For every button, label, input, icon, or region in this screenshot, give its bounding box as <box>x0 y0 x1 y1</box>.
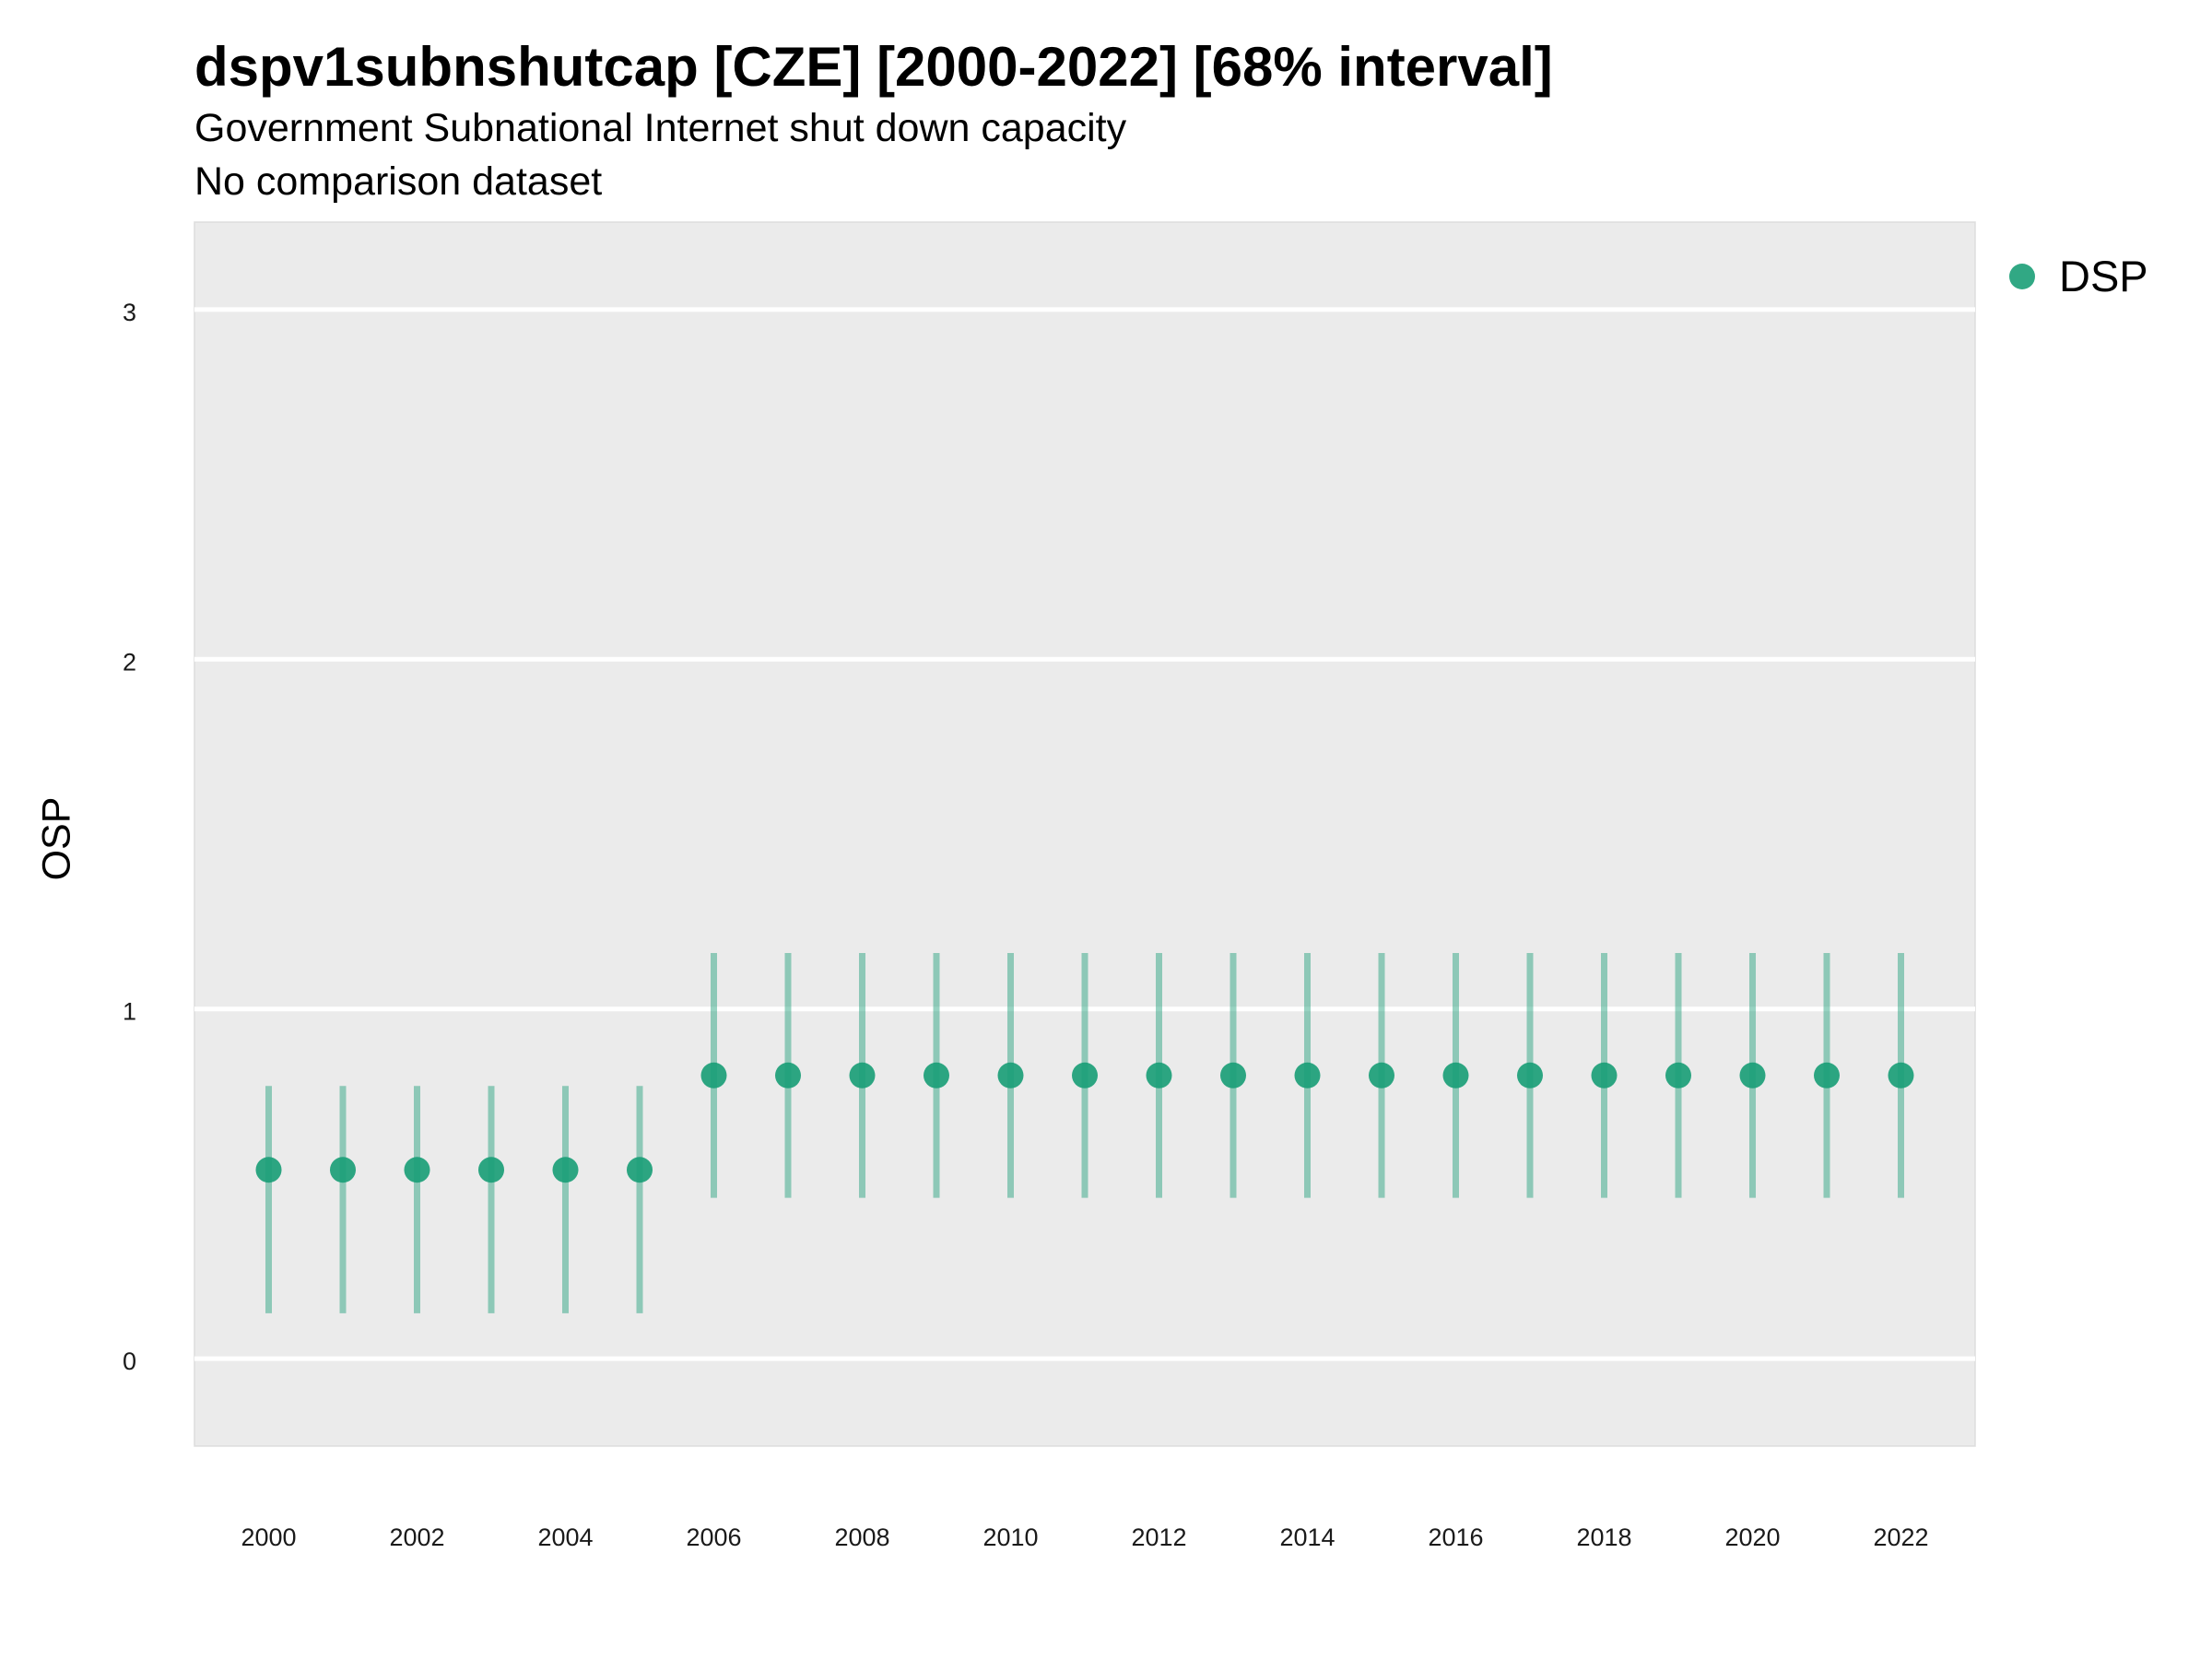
x-tick-label: 2008 <box>834 1524 889 1551</box>
y-tick-label: 2 <box>123 648 136 676</box>
data-point <box>775 1062 801 1088</box>
data-point <box>404 1157 430 1183</box>
x-tick-label: 2006 <box>686 1524 741 1551</box>
gridlines <box>194 307 1975 1361</box>
legend: DSP <box>2009 251 2148 301</box>
y-axis-ticks: 0 1 2 3 <box>123 299 136 1375</box>
data-point <box>700 1062 727 1088</box>
data-point <box>1517 1062 1543 1088</box>
x-tick-label: 2016 <box>1428 1524 1483 1551</box>
data-point <box>1294 1062 1321 1088</box>
x-tick-label: 2014 <box>1279 1524 1335 1551</box>
x-tick-label: 2010 <box>982 1524 1038 1551</box>
x-tick-label: 2018 <box>1576 1524 1631 1551</box>
x-tick-label: 2002 <box>389 1524 444 1551</box>
legend-label-dsp: DSP <box>2059 252 2148 300</box>
data-point <box>330 1157 356 1183</box>
x-tick-label: 2022 <box>1873 1524 1928 1551</box>
chart-title: dspv1subnshutcap [CZE] [2000-2022] [68% … <box>194 36 1553 98</box>
legend-key-dsp <box>2009 263 2035 289</box>
chart-subtitle: Government Subnational Internet shut dow… <box>194 106 1127 150</box>
chart-subtitle-comparison: No comparison dataset <box>194 159 603 204</box>
x-tick-label: 2004 <box>537 1524 593 1551</box>
x-tick-label: 2020 <box>1724 1524 1780 1551</box>
plot-background <box>194 221 1976 1447</box>
data-point <box>997 1062 1024 1088</box>
data-point <box>1442 1062 1469 1088</box>
data-point <box>1888 1062 1914 1088</box>
data-point <box>924 1062 949 1088</box>
data-point <box>1369 1062 1394 1088</box>
data-points <box>255 1062 1914 1183</box>
data-point <box>1220 1062 1246 1088</box>
data-point <box>1814 1062 1840 1088</box>
data-point <box>478 1157 504 1183</box>
data-point <box>627 1157 653 1183</box>
data-point <box>1591 1062 1618 1088</box>
data-point <box>1146 1062 1172 1088</box>
y-axis-label: OSP <box>34 796 79 881</box>
x-tick-label: 2000 <box>241 1524 296 1551</box>
data-point <box>1665 1062 1691 1088</box>
data-point <box>552 1157 579 1183</box>
x-axis-ticks: 2000 2002 2004 2006 2008 2010 2012 2014 2016 2018… <box>241 1524 1928 1551</box>
data-point <box>1739 1062 1766 1088</box>
data-point <box>1072 1062 1098 1088</box>
data-point <box>255 1157 282 1183</box>
data-point <box>849 1062 876 1088</box>
y-tick-label: 0 <box>123 1347 136 1375</box>
y-tick-label: 3 <box>123 299 136 326</box>
x-tick-label: 2012 <box>1131 1524 1186 1551</box>
y-tick-label: 1 <box>123 998 136 1026</box>
plot-panel <box>194 221 1976 1447</box>
